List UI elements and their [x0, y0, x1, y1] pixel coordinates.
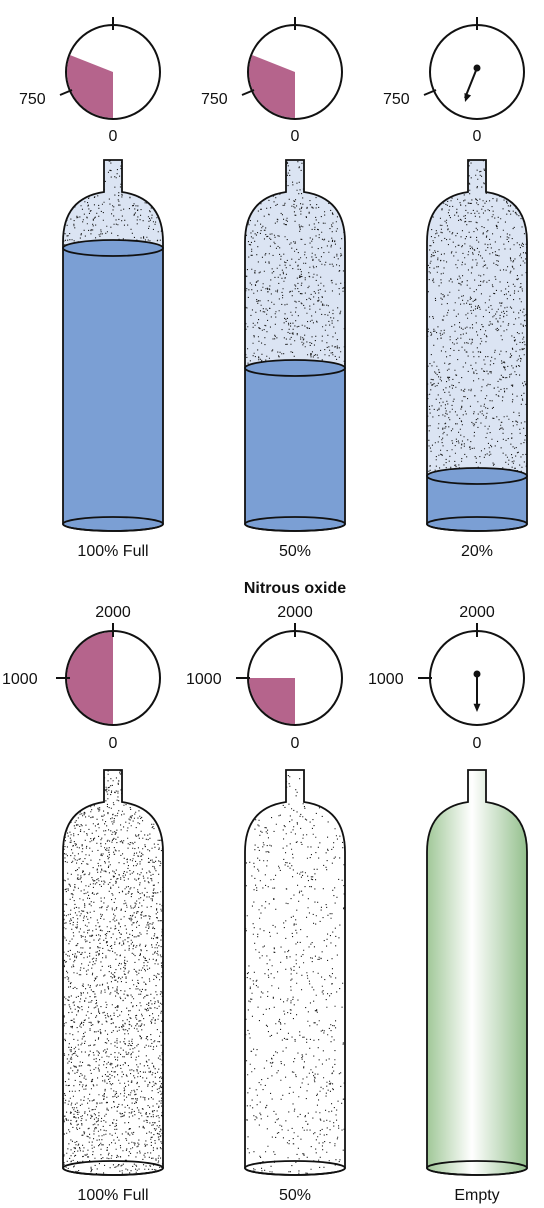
caption: 100% Full: [77, 543, 148, 560]
gauge-zero-label: 0: [473, 735, 482, 752]
liquid-surface: [244, 359, 346, 377]
gauge-max-label: 2000: [277, 604, 313, 621]
caption: Empty: [454, 1187, 499, 1204]
gauge-1: 750 0: [19, 17, 161, 145]
needle-arrowhead: [473, 703, 481, 712]
gauge-mid-label: 1000: [186, 671, 222, 688]
liquid-surface: [62, 239, 164, 257]
gas-stipple: [245, 770, 345, 1175]
gauge-fill: [67, 632, 113, 724]
gauge-fill: [473, 670, 481, 712]
cylinder-base: [244, 516, 346, 532]
cylinder-base: [244, 1160, 346, 1176]
cylinder-4: [62, 769, 164, 1176]
gauge-3: 750 0: [383, 17, 525, 145]
cylinder-5: [244, 769, 346, 1176]
liquid-level: [63, 248, 163, 531]
cylinder-base: [426, 1160, 528, 1176]
cylinder-base: [62, 1160, 164, 1176]
caption: 100% Full: [77, 1187, 148, 1204]
gauge-level-wedge: [249, 55, 295, 118]
gauge-fill: [464, 64, 481, 102]
caption: 50%: [279, 543, 311, 560]
gauge-zero-label: 0: [473, 128, 482, 145]
liquid-level: [245, 368, 345, 531]
caption: 20%: [461, 543, 493, 560]
gas-background: [63, 770, 163, 1175]
gauge-fill: [249, 678, 295, 724]
gauge-mid-tick: [423, 89, 437, 96]
row-nitrous: 750 0 750 0 750 0 100% Full 50% 20%: [19, 17, 528, 560]
gas-stipple: [427, 160, 527, 531]
gauge-6: 2000 1000 0: [368, 604, 525, 752]
row-second: 2000 1000 0 2000 1000 0 2000 1000 0 100%…: [2, 604, 528, 1204]
gauge-zero-label: 0: [109, 128, 118, 145]
gauge-2: 750 0: [201, 17, 343, 145]
cylinder-1: [62, 159, 164, 532]
gauge-level-wedge: [67, 55, 113, 118]
cylinder-base: [426, 516, 528, 532]
gauge-mid-label: 750: [19, 91, 46, 108]
gas-background: [245, 770, 345, 1175]
gauge-dial: [429, 24, 525, 120]
gauge-mid-label: 1000: [368, 671, 404, 688]
cylinder-3: [426, 159, 528, 532]
cylinder-contents: [245, 770, 345, 1175]
gauge-level-wedge: [67, 632, 113, 724]
gauge-mid-tick: [241, 89, 255, 96]
liquid-surface: [426, 467, 528, 485]
gauge-mid-tick: [59, 89, 73, 96]
gauge-fill: [67, 55, 113, 118]
cylinder-2: [244, 159, 346, 532]
gauge-zero-label: 0: [109, 735, 118, 752]
gauge-level-wedge: [249, 678, 295, 724]
caption: 50%: [279, 1187, 311, 1204]
gauge-max-label: 2000: [459, 604, 495, 621]
gauge-mid-label: 1000: [2, 671, 38, 688]
cylinder-contents: [63, 770, 163, 1175]
liquid-level: [427, 476, 527, 531]
cylinder-base: [62, 516, 164, 532]
gauge-max-label: 2000: [95, 604, 131, 621]
gauge-4: 2000 1000 0: [2, 604, 161, 752]
cylinder-contents: [245, 160, 345, 531]
needle-arrowhead: [464, 93, 472, 102]
gauge-mid-label: 750: [383, 91, 410, 108]
cylinder-contents: [427, 770, 527, 1175]
needle: [464, 67, 478, 99]
empty-cylinder-shading: [427, 770, 527, 1175]
gauge-zero-label: 0: [291, 128, 300, 145]
cylinder-6: [426, 769, 528, 1176]
section-title: Nitrous oxide: [244, 580, 346, 597]
gauge-zero-label: 0: [291, 735, 300, 752]
gauge-5: 2000 1000 0: [186, 604, 343, 752]
gauge-mid-label: 750: [201, 91, 228, 108]
cylinder-contents: [63, 160, 163, 531]
gauge-fill: [249, 55, 295, 118]
